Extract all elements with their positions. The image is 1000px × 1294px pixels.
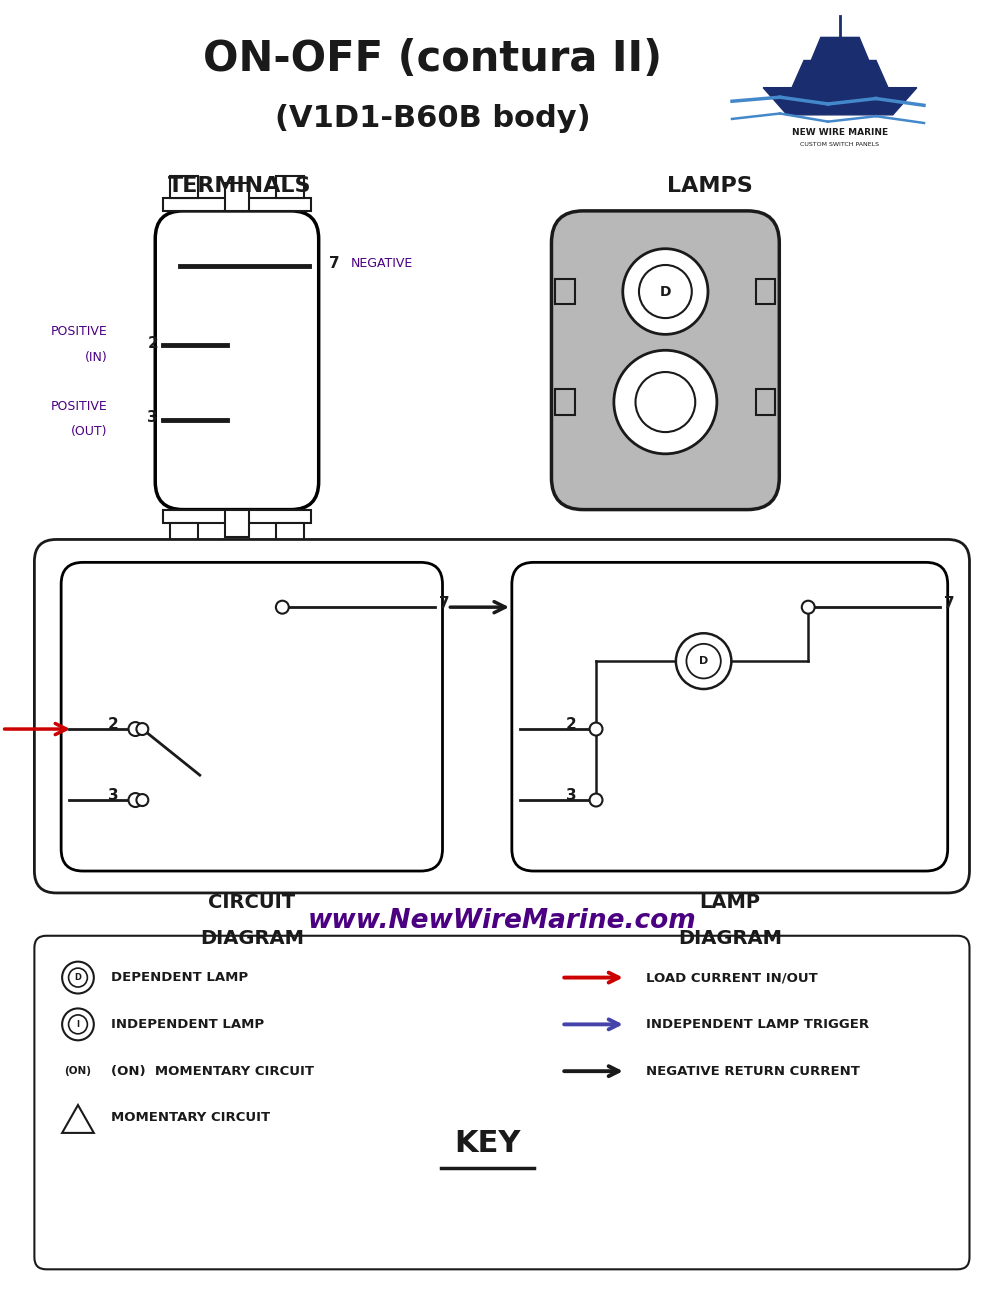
- Text: DIAGRAM: DIAGRAM: [678, 929, 782, 949]
- Circle shape: [276, 600, 289, 613]
- Text: 7: 7: [439, 595, 449, 611]
- Text: POSITIVE: POSITIVE: [51, 325, 108, 338]
- Bar: [756, 278, 775, 304]
- Text: (IN): (IN): [85, 351, 108, 364]
- Circle shape: [69, 1014, 87, 1034]
- Circle shape: [623, 248, 708, 334]
- Bar: [170, 176, 198, 198]
- Text: DEPENDENT LAMP: DEPENDENT LAMP: [111, 970, 248, 983]
- Circle shape: [686, 644, 721, 678]
- Text: (ON)  MOMENTARY CIRCUIT: (ON) MOMENTARY CIRCUIT: [111, 1065, 314, 1078]
- Text: CUSTOM SWITCH PANELS: CUSTOM SWITCH PANELS: [800, 142, 880, 148]
- Bar: [555, 278, 575, 304]
- Polygon shape: [62, 1105, 94, 1134]
- Circle shape: [136, 795, 148, 806]
- FancyBboxPatch shape: [512, 563, 948, 871]
- Text: DIAGRAM: DIAGRAM: [200, 929, 304, 949]
- Text: LOAD CURRENT IN/OUT: LOAD CURRENT IN/OUT: [646, 970, 817, 983]
- Text: TERMINALS: TERMINALS: [168, 176, 311, 195]
- Text: I: I: [76, 1020, 79, 1029]
- Text: (V1D1-B60B body): (V1D1-B60B body): [275, 104, 590, 133]
- Circle shape: [590, 722, 602, 735]
- Circle shape: [69, 968, 87, 987]
- FancyBboxPatch shape: [34, 936, 969, 1269]
- Bar: [225, 182, 249, 211]
- Text: LAMP: LAMP: [699, 893, 760, 912]
- Circle shape: [62, 961, 94, 994]
- Text: NEGATIVE RETURN CURRENT: NEGATIVE RETURN CURRENT: [646, 1065, 859, 1078]
- Text: 2: 2: [147, 336, 158, 351]
- Text: 3: 3: [108, 788, 119, 802]
- Circle shape: [802, 600, 815, 613]
- Text: www.NewWireMarine.com: www.NewWireMarine.com: [308, 908, 696, 934]
- Bar: [170, 523, 198, 545]
- Bar: [225, 510, 249, 537]
- FancyBboxPatch shape: [61, 563, 443, 871]
- Circle shape: [128, 793, 142, 807]
- Bar: [163, 198, 311, 211]
- Bar: [555, 389, 575, 415]
- FancyBboxPatch shape: [551, 211, 779, 510]
- Text: MOMENTARY CIRCUIT: MOMENTARY CIRCUIT: [111, 1112, 270, 1124]
- Bar: [163, 510, 311, 523]
- Circle shape: [636, 373, 695, 432]
- Text: D: D: [660, 285, 671, 299]
- Circle shape: [614, 351, 717, 454]
- Text: CIRCUIT: CIRCUIT: [208, 893, 295, 912]
- Circle shape: [62, 1008, 94, 1040]
- Polygon shape: [763, 88, 917, 115]
- Text: NEGATIVE: NEGATIVE: [350, 258, 413, 270]
- Text: NEW WIRE MARINE: NEW WIRE MARINE: [792, 128, 888, 137]
- Text: 3: 3: [147, 410, 158, 426]
- Text: INDEPENDENT LAMP: INDEPENDENT LAMP: [111, 1018, 264, 1031]
- Bar: [756, 389, 775, 415]
- Text: 7: 7: [329, 256, 339, 272]
- Text: LAMPS: LAMPS: [667, 176, 753, 195]
- Text: INDEPENDENT LAMP TRIGGER: INDEPENDENT LAMP TRIGGER: [646, 1018, 869, 1031]
- Text: ON-OFF (contura II): ON-OFF (contura II): [203, 38, 662, 79]
- Text: D: D: [74, 973, 81, 982]
- Bar: [276, 523, 304, 545]
- Text: (ON): (ON): [64, 1066, 91, 1077]
- Circle shape: [590, 793, 602, 806]
- Text: (OUT): (OUT): [71, 426, 108, 439]
- Text: 2: 2: [108, 717, 119, 731]
- Circle shape: [639, 265, 692, 318]
- Text: 2: 2: [565, 717, 576, 731]
- Text: POSITIVE: POSITIVE: [51, 400, 108, 413]
- Text: D: D: [699, 656, 708, 666]
- Polygon shape: [792, 61, 888, 88]
- Circle shape: [128, 722, 142, 736]
- FancyBboxPatch shape: [155, 211, 319, 510]
- Text: 7: 7: [944, 595, 954, 611]
- Text: KEY: KEY: [454, 1130, 520, 1158]
- Polygon shape: [811, 38, 869, 61]
- Bar: [276, 176, 304, 198]
- Text: 3: 3: [566, 788, 576, 802]
- Circle shape: [136, 723, 148, 735]
- FancyBboxPatch shape: [34, 540, 969, 893]
- Circle shape: [676, 633, 731, 688]
